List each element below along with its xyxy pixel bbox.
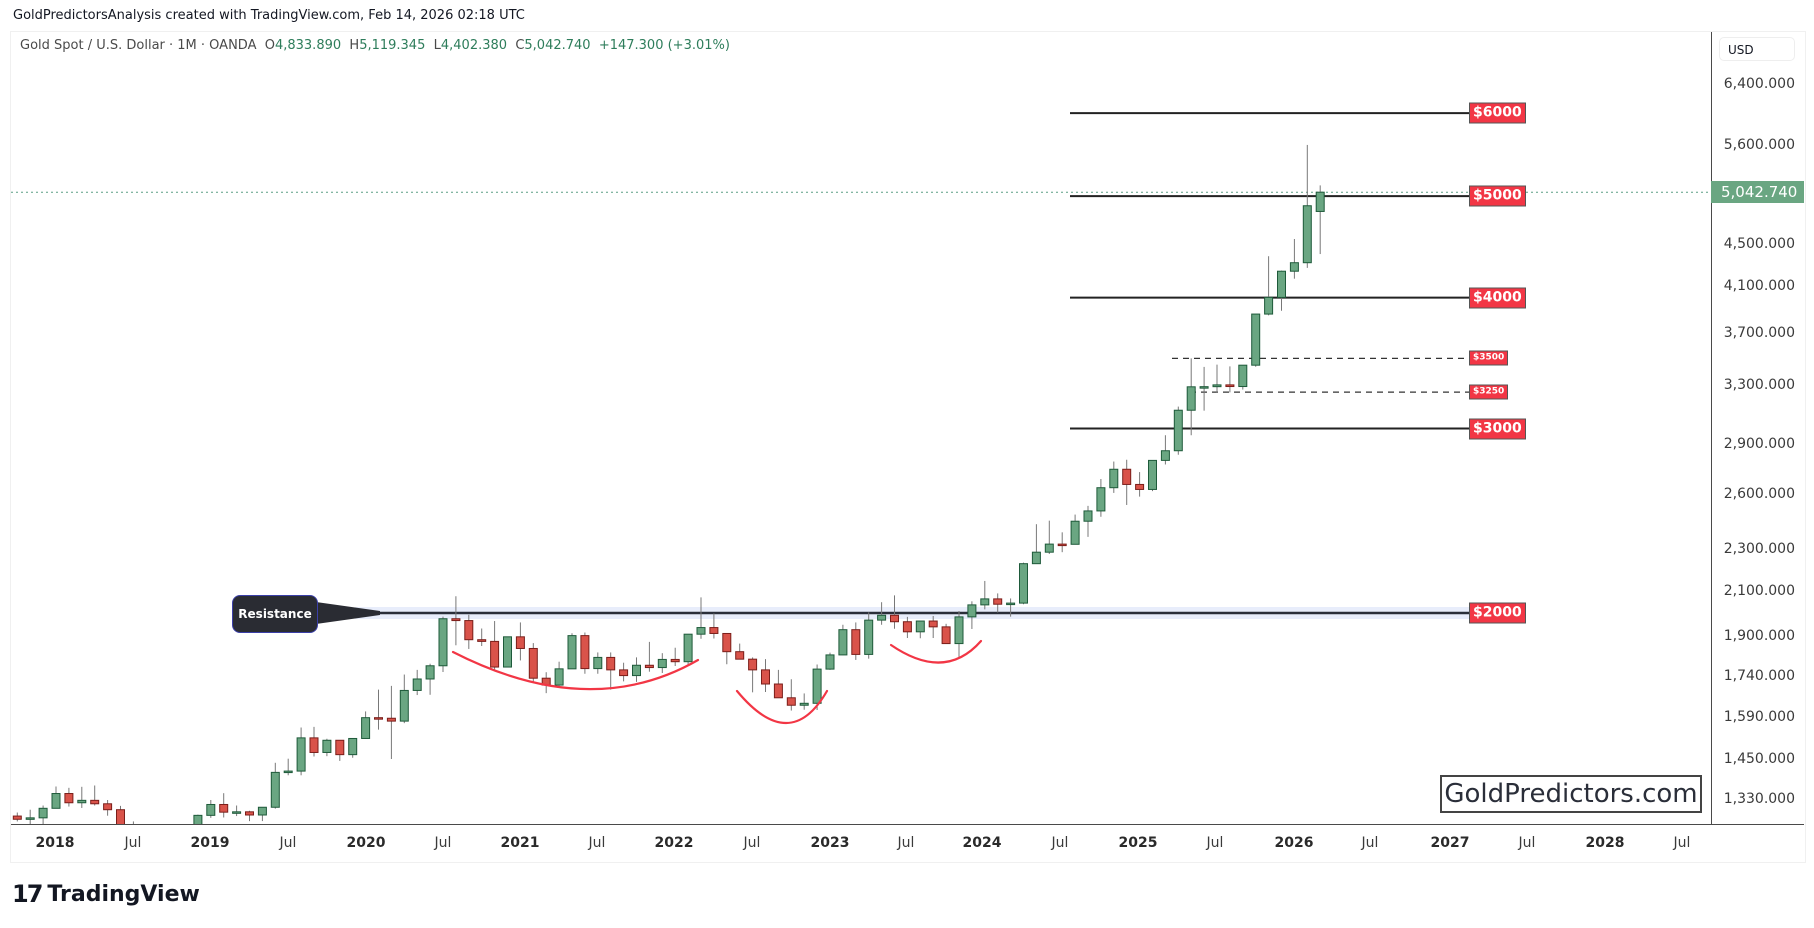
close-value: 5,042.740 (524, 38, 591, 53)
level-label-3000: $3000 (1469, 418, 1526, 439)
time-tick: Jul (1206, 835, 1224, 851)
chart-frame (10, 31, 1806, 863)
time-tick: 2021 (500, 835, 540, 851)
candlestick-chart (11, 112, 1711, 824)
high-value: 5,119.345 (359, 38, 426, 53)
time-tick: 2019 (190, 835, 230, 851)
time-tick: 2025 (1118, 835, 1158, 851)
time-tick: 2018 (35, 835, 75, 851)
close-label: C (515, 38, 525, 53)
price-tick: 6,400.000 (1723, 75, 1795, 92)
high-label: H (349, 38, 360, 53)
time-tick: Jul (1361, 835, 1379, 851)
time-tick: 2022 (654, 835, 694, 851)
tradingview-brand: TradingView (47, 881, 200, 907)
resistance-callout: Resistance (232, 595, 318, 633)
level-label-2000: $2000 (1469, 602, 1526, 624)
tradingview-logo[interactable]: 17 TradingView (12, 880, 200, 908)
price-tick: 1,330.000 (1723, 790, 1795, 807)
tradingview-mark-icon: 17 (12, 880, 43, 908)
price-tick: 1,900.000 (1723, 628, 1795, 645)
time-tick: Jul (1518, 835, 1536, 851)
level-label-6000: $6000 (1469, 102, 1526, 124)
time-tick: 2020 (346, 835, 386, 851)
time-tick: 2024 (962, 835, 1002, 851)
open-value: 4,833.890 (274, 38, 342, 53)
last-price-tag: 5,042.740 (1711, 181, 1804, 204)
time-tick: Jul (588, 835, 606, 851)
price-tick: 2,900.000 (1723, 435, 1795, 452)
time-tick: Jul (897, 835, 915, 851)
price-tick: 4,100.000 (1723, 278, 1795, 295)
time-tick: Jul (434, 835, 452, 851)
price-tick: 1,450.000 (1723, 751, 1795, 768)
level-label-4000: $4000 (1469, 287, 1526, 309)
time-tick: Jul (1673, 835, 1691, 851)
price-tick: 2,600.000 (1723, 485, 1795, 502)
symbol-legend: Gold Spot / U.S. Dollar · 1M · OANDA O4,… (20, 38, 730, 53)
price-tick: 1,740.000 (1723, 668, 1795, 685)
time-tick: Jul (124, 835, 142, 851)
time-axis[interactable]: 2018 Jul 2019 Jul 2020 Jul 2021 Jul 2022 Jul 2023 J… (11, 824, 1804, 861)
low-label: L (433, 38, 441, 53)
price-tick: 2,100.000 (1723, 582, 1795, 599)
time-tick: Jul (743, 835, 761, 851)
open-label: O (264, 38, 275, 53)
price-tick: 1,590.000 (1723, 709, 1795, 726)
low-value: 4,402.380 (440, 38, 508, 53)
price-axis[interactable]: USD 6,400.000 5,600.000 4,500.000 4,100.000… (1711, 32, 1805, 824)
level-label-3500: $3500 (1469, 350, 1509, 366)
change-value: +147.300 (+3.01%) (598, 38, 730, 53)
currency-button[interactable]: USD (1719, 37, 1795, 61)
time-tick: Jul (1051, 835, 1069, 851)
time-tick: 2028 (1585, 835, 1625, 851)
level-label-3250: $3250 (1469, 384, 1509, 400)
time-tick: 2026 (1274, 835, 1314, 851)
time-tick: 2027 (1430, 835, 1470, 851)
time-tick: Jul (279, 835, 297, 851)
price-tick: 3,300.000 (1723, 377, 1795, 394)
time-tick: 2023 (810, 835, 850, 851)
price-tick: 4,500.000 (1723, 236, 1795, 253)
price-tick: 5,600.000 (1723, 136, 1795, 153)
watermark: GoldPredictors.com (1440, 775, 1702, 813)
chart-plot-area[interactable] (11, 32, 1711, 824)
symbol-name: Gold Spot / U.S. Dollar · 1M · OANDA (20, 38, 257, 53)
chart-credit: GoldPredictorsAnalysis created with Trad… (13, 8, 525, 23)
level-label-5000: $5000 (1469, 185, 1526, 207)
price-tick: 3,700.000 (1723, 325, 1795, 342)
price-tick: 2,300.000 (1723, 541, 1795, 558)
